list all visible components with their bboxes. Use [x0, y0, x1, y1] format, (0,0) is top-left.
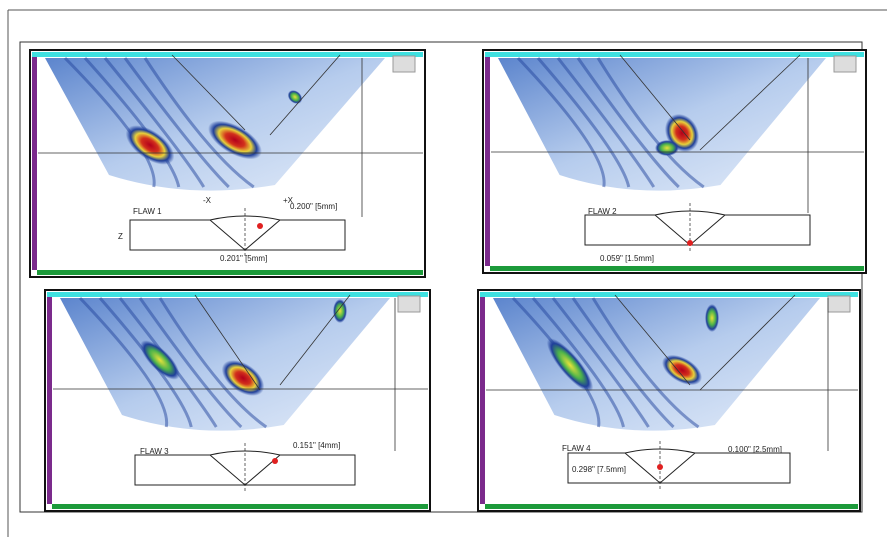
page: {"panels": [ {"flaw": "FLAW 1", "labels"…: [0, 0, 895, 542]
dimension-label: 0.201" [5mm]: [220, 254, 267, 263]
side-ruler: [32, 57, 37, 270]
side-ruler: [47, 297, 52, 504]
scan-panel: FLAW 3 0.151" [4mm]: [45, 290, 430, 511]
flaw-marker: [272, 458, 278, 464]
view-icon: [393, 56, 415, 72]
flaw-label: FLAW 1: [133, 207, 162, 216]
bottom-ruler: [490, 266, 864, 271]
figure: FLAW 1-X+XZ0.200" [5mm]0.201" [5mm]FLAW …: [0, 0, 895, 537]
title-bar: [32, 52, 423, 57]
dimension-label: 0.151" [4mm]: [293, 441, 340, 450]
side-ruler: [480, 297, 485, 504]
body: FLAW 1-X+XZ0.200" [5mm]0.201" [5mm]FLAW …: [0, 0, 895, 542]
flaw-label: FLAW 2: [588, 207, 617, 216]
dimension-label: 0.100" [2.5mm]: [728, 445, 782, 454]
indication: [333, 299, 347, 323]
view-icon: [828, 296, 850, 312]
flaw-marker: [657, 464, 663, 470]
dimension-label: 0.059" [1.5mm]: [600, 254, 654, 263]
title-bar: [480, 292, 858, 297]
bottom-ruler: [37, 270, 423, 275]
indication: [705, 304, 719, 332]
scan-panel: FLAW 1-X+XZ0.200" [5mm]0.201" [5mm]: [30, 50, 425, 277]
bottom-ruler: [52, 504, 428, 509]
bottom-ruler: [485, 504, 858, 509]
dimension-label: 0.200" [5mm]: [290, 202, 337, 211]
flaw-marker: [257, 223, 263, 229]
view-icon: [834, 56, 856, 72]
flaw-label: FLAW 3: [140, 447, 169, 456]
scan-panel: FLAW 4 0.100" [2.5mm] 0.298" [7.5mm]: [478, 290, 860, 511]
dimension-label: Z: [118, 232, 123, 241]
dimension-label: 0.298" [7.5mm]: [572, 465, 626, 474]
view-icon: [398, 296, 420, 312]
dimension-label: -X: [203, 196, 212, 205]
title-bar: [47, 292, 428, 297]
scan-panel: FLAW 2 0.059" [1.5mm]: [483, 50, 866, 273]
indication: [655, 140, 679, 156]
title-bar: [485, 52, 864, 57]
side-ruler: [485, 57, 490, 266]
flaw-label: FLAW 4: [562, 444, 591, 453]
flaw-marker: [687, 240, 693, 246]
